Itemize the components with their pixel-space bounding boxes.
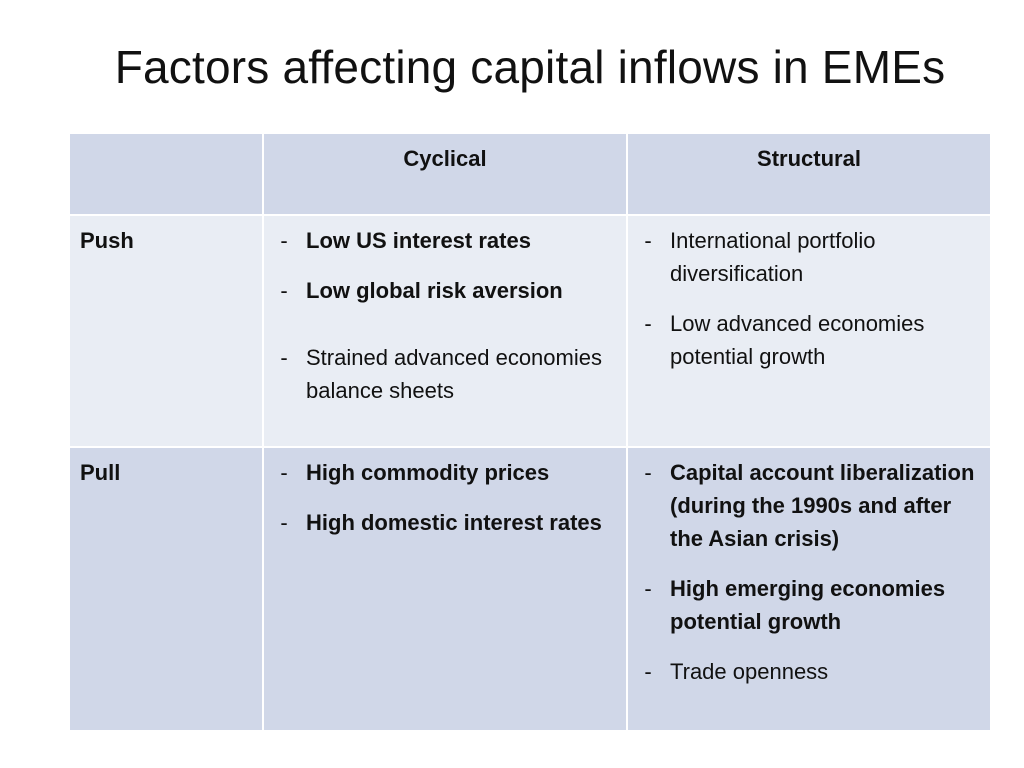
- list-item: - International portfolio diversification: [638, 224, 982, 290]
- item-text: Capital account liberalization (during t…: [670, 460, 975, 551]
- list-item: - Strained advanced economies balance she…: [274, 341, 618, 407]
- item-text: Low US interest rates: [306, 228, 531, 253]
- bullet-dash: -: [280, 345, 288, 370]
- push-structural-cell: - International portfolio diversification…: [626, 214, 992, 448]
- bullet-dash: -: [280, 510, 288, 535]
- bullet-dash: -: [644, 228, 652, 253]
- bullet-dash: -: [280, 228, 288, 253]
- item-text: High domestic interest rates: [306, 510, 602, 535]
- bullet-dash: -: [280, 278, 288, 303]
- list-item: - Low advanced economies potential growth: [638, 307, 982, 373]
- item-text: Low global risk aversion: [306, 278, 563, 303]
- item-text: High commodity prices: [306, 460, 550, 485]
- header-cyclical: Cyclical: [262, 132, 628, 216]
- header-empty: [68, 132, 264, 216]
- item-text: International portfolio diversification: [670, 228, 876, 286]
- bullet-dash: -: [644, 311, 652, 336]
- item-text: Strained advanced economies balance shee…: [306, 345, 602, 403]
- bullet-dash: -: [644, 659, 652, 684]
- pull-cyclical-cell: - High commodity prices - High domestic in…: [262, 446, 628, 732]
- list-item: - Low US interest rates: [274, 224, 618, 257]
- item-text: Trade openness: [670, 659, 829, 684]
- item-text: High emerging economies potential growth: [670, 576, 946, 634]
- table-header-row: Cyclical Structural: [68, 132, 992, 216]
- list-item: - High commodity prices: [274, 456, 618, 489]
- push-cyclical-cell: - Low US interest rates - Low global risk …: [262, 214, 628, 448]
- list-item: - Trade openness: [638, 655, 982, 688]
- table-row-push: Push - Low US interest rates - Low global …: [68, 214, 992, 448]
- bullet-dash: -: [644, 576, 652, 601]
- header-structural: Structural: [626, 132, 992, 216]
- pull-structural-cell: - Capital account liberalization (during …: [626, 446, 992, 732]
- item-text: Low advanced economies potential growth: [670, 311, 925, 369]
- list-item: - High domestic interest rates: [274, 506, 618, 539]
- bullet-dash: -: [280, 460, 288, 485]
- row-label-pull: Pull: [68, 446, 264, 732]
- list-item: - Capital account liberalization (during …: [638, 456, 982, 555]
- row-label-push: Push: [68, 214, 264, 448]
- slide-title: Factors affecting capital inflows in EME…: [114, 41, 946, 93]
- bullet-dash: -: [644, 460, 652, 485]
- factors-table: Cyclical Structural Push - Low US interes…: [68, 132, 992, 732]
- list-item: - High emerging economies potential growt…: [638, 572, 982, 638]
- table-row-pull: Pull - High commodity prices - High domest…: [68, 446, 992, 732]
- list-item: - Low global risk aversion: [274, 274, 618, 307]
